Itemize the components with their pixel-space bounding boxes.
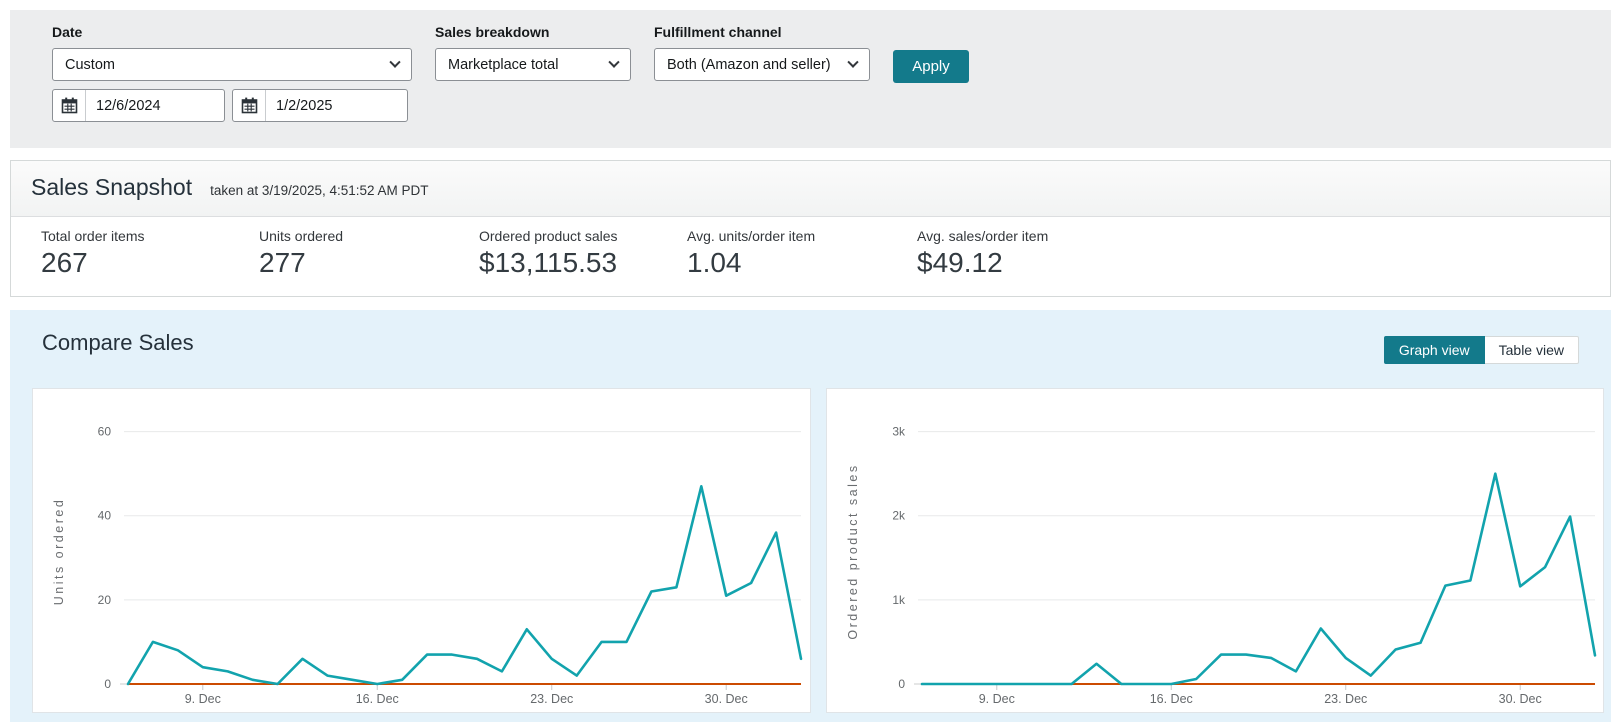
metric-units-ordered: Units ordered 277 (259, 228, 479, 279)
table-view-button[interactable]: Table view (1484, 336, 1579, 365)
fulfillment-channel-label: Fulfillment channel (654, 24, 782, 40)
calendar-icon[interactable] (53, 90, 86, 121)
metric-ordered-product-sales: Ordered product sales $13,115.53 (479, 228, 687, 279)
fulfillment-channel-selected-value: Both (Amazon and seller) (667, 56, 831, 73)
start-date-input[interactable] (86, 97, 224, 114)
filter-panel: Date Custom (10, 10, 1611, 148)
chevron-down-icon (389, 56, 401, 68)
fulfillment-channel-select[interactable]: Both (Amazon and seller) (654, 48, 870, 81)
units-ordered-chart: 0 20 40 60 9. Dec 16. Dec 23. Dec 30. Dec Units … (32, 388, 811, 714)
svg-text:30. Dec: 30. Dec (705, 692, 748, 706)
metric-value: 267 (41, 247, 88, 278)
svg-text:23. Dec: 23. Dec (1324, 692, 1367, 706)
date-filter-group: Date Custom (52, 24, 412, 122)
svg-text:23. Dec: 23. Dec (530, 692, 573, 706)
metric-label: Total order items (41, 228, 145, 244)
metric-value: 277 (259, 247, 306, 278)
sales-snapshot-title: Sales Snapshot (31, 174, 193, 200)
compare-sales-title: Compare Sales (42, 330, 194, 356)
sales-breakdown-select[interactable]: Marketplace total (435, 48, 631, 81)
sales-snapshot-header: Sales Snapshot taken at 3/19/2025, 4:51:… (11, 161, 1610, 217)
snapshot-timestamp: taken at 3/19/2025, 4:51:52 AM PDT (210, 183, 429, 198)
svg-text:Units ordered: Units ordered (52, 498, 66, 606)
metric-avg-units-order-item: Avg. units/order item 1.04 (687, 228, 917, 279)
compare-sales-section: Compare Sales Graph view Table view 0 20 4… (10, 310, 1611, 723)
fulfillment-channel-group: Fulfillment channel Both (Amazon and sel… (654, 24, 870, 81)
charts-row: 0 20 40 60 9. Dec 16. Dec 23. Dec 30. Dec Units … (32, 388, 1604, 714)
svg-text:3k: 3k (892, 425, 906, 439)
metric-avg-sales-order-item: Avg. sales/order item $49.12 (917, 228, 1048, 279)
svg-text:2k: 2k (892, 509, 906, 523)
metric-label: Avg. sales/order item (917, 228, 1049, 244)
sales-breakdown-group: Sales breakdown Marketplace total (435, 24, 631, 81)
metric-value: $13,115.53 (479, 247, 618, 278)
date-range-select[interactable]: Custom (52, 48, 412, 81)
metric-total-order-items: Total order items 267 (41, 228, 259, 279)
snapshot-metrics-row: Total order items 267 Units ordered 277 … (11, 217, 1610, 296)
svg-text:20: 20 (98, 593, 112, 607)
end-date-input[interactable] (266, 97, 407, 114)
svg-text:0: 0 (104, 677, 111, 691)
metric-label: Units ordered (259, 228, 344, 244)
metric-label: Avg. units/order item (687, 228, 816, 244)
svg-text:0: 0 (898, 677, 905, 691)
graph-view-button[interactable]: Graph view (1383, 336, 1485, 365)
calendar-icon[interactable] (233, 90, 266, 121)
date-range-selected-value: Custom (65, 56, 115, 73)
sales-snapshot-section: Sales Snapshot taken at 3/19/2025, 4:51:… (10, 160, 1611, 298)
chevron-down-icon (608, 56, 620, 68)
svg-text:60: 60 (98, 425, 112, 439)
sales-breakdown-selected-value: Marketplace total (448, 56, 559, 73)
svg-text:9. Dec: 9. Dec (978, 692, 1014, 706)
start-date-field[interactable] (52, 89, 225, 122)
svg-text:30. Dec: 30. Dec (1498, 692, 1541, 706)
svg-text:9. Dec: 9. Dec (185, 692, 221, 706)
metric-label: Ordered product sales (479, 228, 618, 244)
svg-text:16. Dec: 16. Dec (1149, 692, 1192, 706)
date-filter-label: Date (52, 24, 83, 40)
svg-text:Ordered product sales: Ordered product sales (846, 464, 860, 640)
view-toggle: Graph view Table view (1383, 336, 1579, 365)
svg-text:40: 40 (98, 509, 112, 523)
svg-text:16. Dec: 16. Dec (356, 692, 399, 706)
sales-breakdown-label: Sales breakdown (435, 24, 550, 40)
svg-text:1k: 1k (892, 593, 906, 607)
chevron-down-icon (847, 56, 859, 68)
apply-button[interactable]: Apply (893, 50, 969, 83)
metric-value: $49.12 (917, 247, 1003, 278)
ordered-product-sales-chart: 0 1k 2k 3k 9. Dec 16. Dec 23. Dec 30. Dec Ordere… (825, 388, 1604, 714)
custom-date-row (52, 89, 412, 122)
metric-value: 1.04 (687, 247, 742, 278)
end-date-field[interactable] (232, 89, 408, 122)
